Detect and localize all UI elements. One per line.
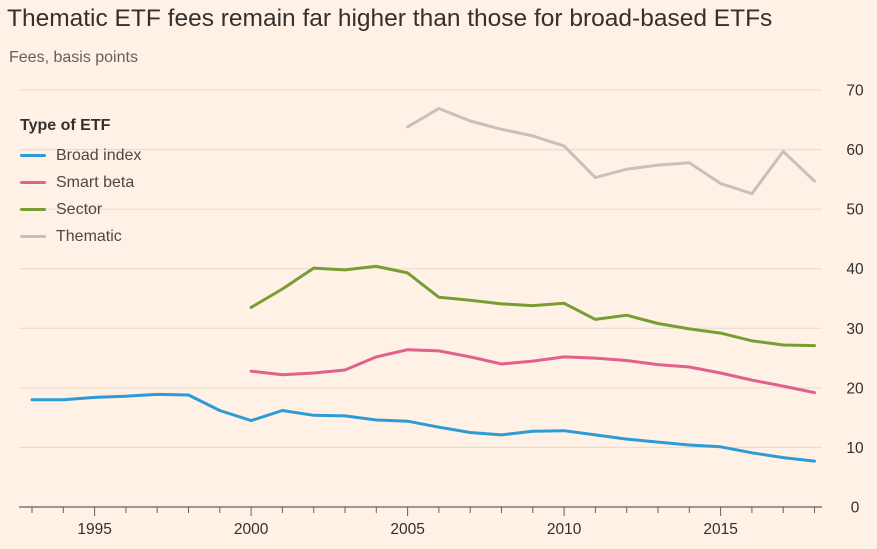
legend-swatch — [20, 154, 46, 157]
x-tick-label: 2000 — [234, 521, 269, 538]
x-tick-label: 2005 — [390, 521, 424, 538]
x-tick-label: 2010 — [547, 521, 582, 538]
y-tick-label: 40 — [846, 261, 864, 278]
legend-label: Broad index — [56, 146, 142, 164]
legend-item-thematic: Thematic — [20, 223, 141, 250]
y-tick-label: 10 — [846, 440, 864, 457]
legend-swatch — [20, 208, 46, 211]
y-axis: 0 10 20 30 40 50 60 70 — [846, 83, 864, 517]
y-tick-label: 30 — [846, 321, 864, 338]
legend-swatch — [20, 181, 46, 184]
legend-title: Type of ETF — [20, 117, 111, 134]
legend-label: Sector — [56, 200, 103, 218]
x-tick-label: 2015 — [703, 521, 737, 538]
y-tick-label: 60 — [846, 142, 864, 159]
legend: Type of ETF Broad index Smart beta Secto… — [20, 117, 141, 250]
series-line-sector — [249, 264, 816, 348]
series-line-broad-index — [30, 392, 816, 463]
y-tick-label: 70 — [846, 83, 864, 100]
y-tick-label: 50 — [846, 202, 864, 219]
y-tick-label: 20 — [846, 380, 864, 397]
legend-item-broad-index: Broad index — [20, 142, 141, 169]
series-lines — [30, 107, 816, 463]
chart-subtitle: Fees, basis points — [9, 49, 138, 66]
series-line-smart-beta — [249, 348, 816, 395]
x-tick-label: 1995 — [77, 521, 111, 538]
legend-item-smart-beta: Smart beta — [20, 169, 141, 196]
legend-item-sector: Sector — [20, 196, 141, 223]
legend-label: Thematic — [56, 227, 122, 245]
x-axis: 1995 2000 2005 2010 2015 — [31, 507, 815, 538]
chart-title: Thematic ETF fees remain far higher than… — [7, 5, 773, 32]
legend-swatch — [20, 235, 46, 238]
y-tick-label: 0 — [851, 500, 860, 517]
legend-label: Smart beta — [56, 173, 135, 191]
series-line-thematic — [406, 107, 816, 196]
